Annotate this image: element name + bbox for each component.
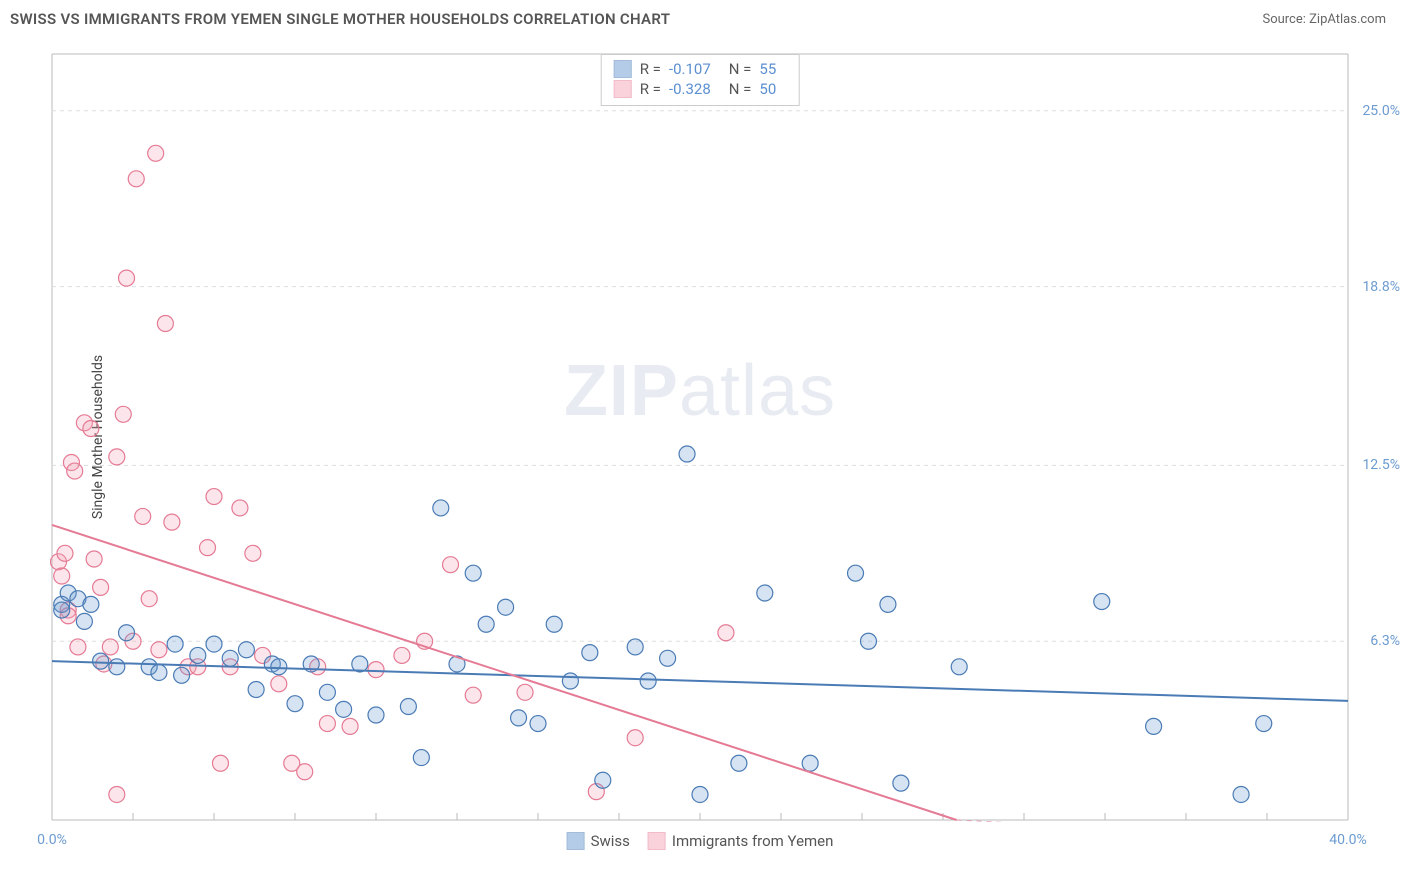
legend-swatch [614, 60, 632, 78]
y-tick-label: 25.0% [1354, 103, 1400, 119]
source-label: Source: [1262, 12, 1309, 27]
header: SWISS VS IMMIGRANTS FROM YEMEN SINGLE MO… [0, 0, 1406, 32]
series-legend-item: Immigrants from Yemen [648, 832, 834, 850]
legend-swatch [567, 832, 585, 850]
chart-area: Single Mother Households ZIPatlas R =-0.… [50, 52, 1350, 822]
legend-swatch [614, 80, 632, 98]
stats-row: R = -0.107 N = 55 [614, 59, 787, 79]
legend-swatch [648, 832, 666, 850]
scatter-plot [50, 52, 1350, 822]
y-tick-label: 18.8% [1354, 279, 1400, 295]
x-tick-label: 40.0% [1329, 832, 1367, 848]
y-tick-label: 12.5% [1354, 457, 1400, 473]
series-name: Swiss [591, 832, 630, 850]
stats-r-label: R = [640, 60, 661, 78]
stats-legend: R = -0.107 N = 55 R = -0.328 N = 50 [601, 54, 800, 106]
source-attribution: Source: ZipAtlas.com [1262, 12, 1386, 27]
stats-r-value: -0.328 [669, 80, 711, 98]
stats-n-label: N = [729, 60, 752, 78]
series-name: Immigrants from Yemen [672, 832, 834, 850]
stats-n-value: 55 [759, 60, 776, 78]
stats-n-label: N = [729, 80, 752, 98]
series-legend-item: Swiss [567, 832, 630, 850]
stats-r-value: -0.107 [669, 60, 711, 78]
source-value: ZipAtlas.com [1309, 12, 1386, 27]
chart-title: SWISS VS IMMIGRANTS FROM YEMEN SINGLE MO… [10, 10, 670, 28]
stats-n-value: 50 [759, 80, 776, 98]
series-legend: Swiss Immigrants from Yemen [567, 832, 834, 850]
x-tick-label: 0.0% [37, 832, 67, 848]
stats-r-label: R = [640, 80, 661, 98]
y-tick-label: 6.3% [1354, 633, 1400, 649]
stats-row: R = -0.328 N = 50 [614, 79, 787, 99]
